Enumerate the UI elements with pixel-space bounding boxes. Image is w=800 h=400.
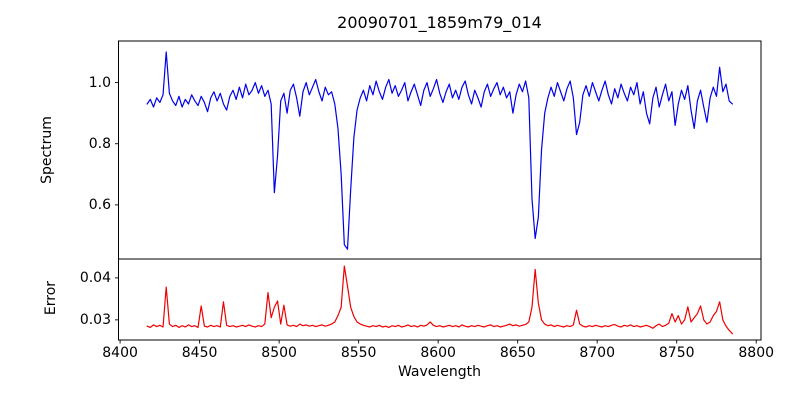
- y-tick-label: 1.0: [88, 74, 111, 91]
- x-tick-label: 8650: [499, 345, 536, 361]
- x-axis-label: Wavelength: [397, 364, 482, 380]
- plot-title: 20090701_1859m79_014: [337, 13, 542, 32]
- x-tick-label: 8400: [102, 345, 138, 361]
- x-tick-label: 8450: [181, 345, 218, 361]
- x-tick-label: 8700: [579, 345, 615, 361]
- y-tick-label: 0.03: [79, 311, 111, 328]
- y-tick-label: 0.04: [79, 269, 111, 286]
- x-tick-label: 8500: [261, 345, 297, 361]
- x-tick-label: 8750: [658, 345, 695, 361]
- y-tick-label: 0.6: [88, 196, 111, 213]
- x-tick-label: 8550: [340, 345, 377, 361]
- x-tick-label: 8600: [420, 345, 456, 361]
- y-tick-label: 0.8: [88, 135, 111, 152]
- x-tick-label: 8800: [738, 345, 775, 361]
